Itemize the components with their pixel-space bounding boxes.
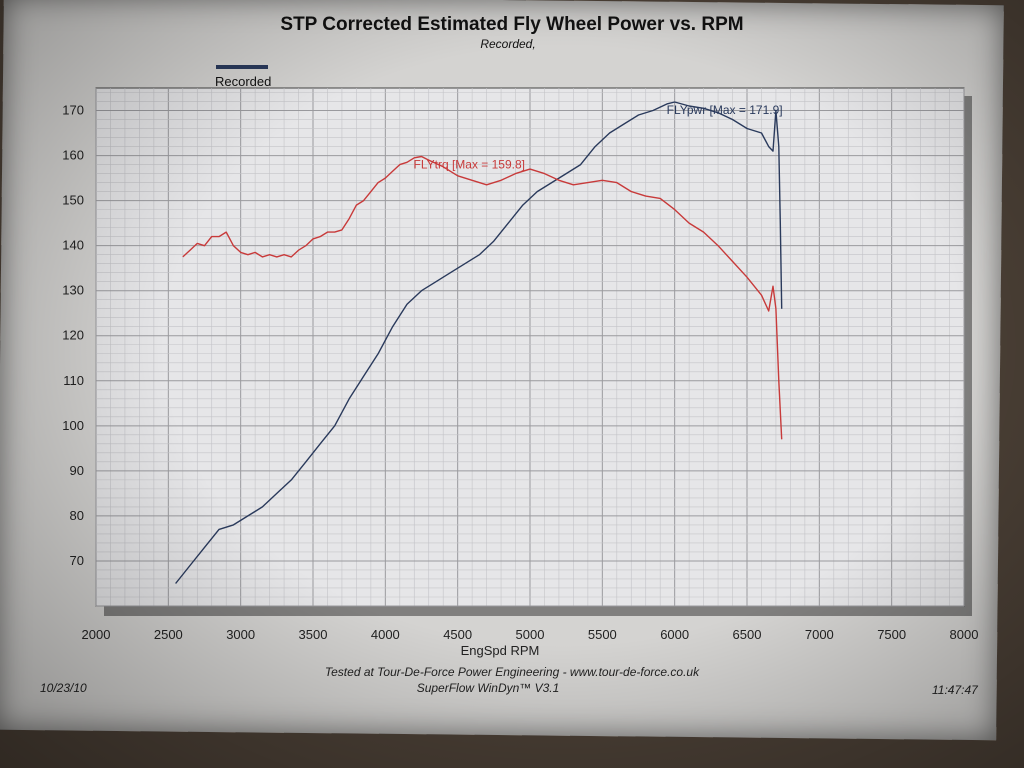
x-tick-label: 6000 [660,627,689,642]
legend-label: Recorded [215,74,271,89]
footer-date: 10/23/10 [40,681,87,695]
x-tick-label: 5500 [588,627,617,642]
x-tick-label: 4500 [443,627,472,642]
series-line-flytrq [182,155,783,440]
footer-time: 11:47:47 [932,683,979,697]
x-tick-label: 3000 [226,627,255,642]
y-tick-label: 130 [62,283,84,298]
annotation-flypwr: FLYpwr [Max = 171.9] [667,103,783,117]
grid-lines [95,88,965,607]
x-tick-label: 7500 [877,627,906,642]
y-tick-label: 150 [62,193,84,208]
x-tick-label: 3500 [299,627,328,642]
footer-software: SuperFlow WinDyn™ V3.1 [417,681,560,695]
y-axis-ticks: 70 80 90 100 110 120 130 140 150 160 170 [62,103,84,568]
x-axis-ticks: 2000 2500 3000 3500 4000 4500 5000 5500 6000 6500… [82,627,979,642]
y-tick-label: 160 [62,148,84,163]
x-axis-label: EngSpd RPM [461,643,540,658]
x-tick-label: 5000 [516,627,545,642]
y-tick-label: 80 [70,508,84,523]
annotation-flytrq: FLYtrq [Max = 159.8] [414,157,526,171]
chart-title: STP Corrected Estimated Fly Wheel Power … [280,14,743,35]
x-tick-label: 2500 [154,627,183,642]
series-line-flypwr [175,101,783,584]
y-tick-label: 170 [62,103,84,118]
y-tick-label: 140 [62,238,84,253]
x-tick-label: 6500 [733,627,762,642]
annotations-group: FLYpwr [Max = 171.9] FLYtrq [Max = 159.8] [414,103,783,172]
x-tick-label: 4000 [371,627,400,642]
y-tick-label: 90 [70,463,84,478]
y-tick-label: 70 [70,553,84,568]
x-tick-label: 7000 [805,627,834,642]
series-group [175,101,783,584]
y-tick-label: 110 [63,373,84,388]
x-tick-label: 8000 [950,627,979,642]
y-tick-label: 120 [62,328,84,343]
footer-tested-at: Tested at Tour-De-Force Power Engineerin… [325,665,700,679]
y-tick-label: 100 [62,418,84,433]
x-tick-label: 2000 [82,627,111,642]
chart-subtitle: Recorded, [480,37,535,51]
